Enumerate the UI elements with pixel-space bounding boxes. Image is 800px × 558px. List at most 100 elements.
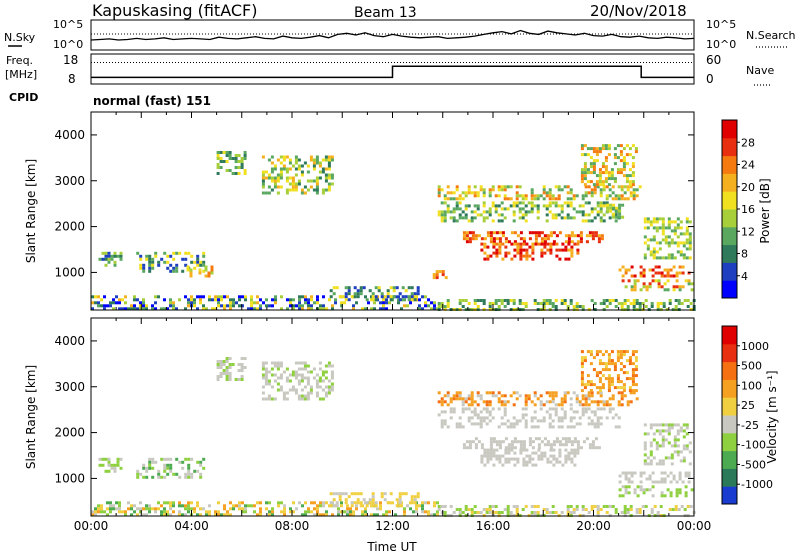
heatmap-cell [610, 350, 614, 354]
heatmap-cell [586, 374, 590, 378]
heatmap-cell [169, 513, 172, 517]
heatmap-cell [540, 454, 544, 458]
heatmap-cell [651, 268, 655, 272]
heatmap-cell [624, 474, 628, 478]
heatmap-cell [465, 231, 469, 235]
heatmap-cell [440, 188, 444, 192]
heatmap-cell [324, 179, 328, 183]
heatmap-cell [631, 353, 635, 357]
heatmap-cell [657, 285, 661, 289]
heatmap-cell [586, 153, 590, 157]
heatmap-cell [473, 185, 477, 189]
heatmap-cell [635, 188, 639, 192]
heatmap-cell [382, 513, 385, 517]
heatmap-cell [619, 350, 623, 354]
heatmap-cell [178, 504, 181, 508]
heatmap-cell [216, 172, 220, 175]
heatmap-cell [540, 248, 544, 252]
heatmap-cell [356, 492, 360, 496]
heatmap-cell [187, 457, 191, 461]
heatmap-cell [288, 388, 292, 392]
heatmap-cell [294, 391, 298, 395]
heatmap-cell [103, 304, 106, 308]
heatmap-cell [234, 160, 238, 163]
heatmap-cell [455, 397, 459, 401]
heatmap-cell [104, 469, 108, 473]
heatmap-cell [636, 279, 640, 283]
heatmap-cell [512, 213, 516, 217]
heatmap-cell [687, 474, 691, 478]
heatmap-cell [607, 359, 611, 363]
heatmap-cell [503, 410, 507, 414]
heatmap-cell [525, 460, 529, 464]
heatmap-cell [626, 188, 630, 192]
heatmap-cell [370, 295, 373, 299]
heatmap-cell [631, 389, 635, 393]
heatmap-cell [300, 170, 304, 174]
heatmap-cell [500, 185, 504, 189]
heatmap-cell [524, 505, 528, 508]
heatmap-cell [485, 410, 489, 414]
heatmap-cell [530, 419, 534, 423]
heatmap-cell [643, 241, 647, 245]
heatmap-cell [237, 172, 241, 175]
heatmap-cell [455, 204, 459, 208]
heatmap-cell [521, 194, 525, 198]
heatmap-cell [268, 501, 271, 505]
heatmap-cell [322, 513, 325, 517]
heatmap-cell [590, 191, 594, 195]
heatmap-cell [629, 194, 633, 198]
heatmap-cell [461, 403, 465, 407]
heatmap-cell [558, 231, 562, 235]
heatmap-cell [548, 416, 552, 420]
heatmap-cell [516, 234, 520, 238]
heatmap-cell [458, 391, 462, 395]
heatmap-cell [271, 513, 274, 517]
heatmap-cell [482, 194, 486, 198]
heatmap-cell [585, 437, 589, 441]
heatmap-cell [325, 510, 328, 514]
heatmap-cell [525, 242, 529, 246]
heatmap-cell [566, 204, 570, 208]
heatmap-cell [651, 480, 655, 484]
heatmap-cell [455, 219, 459, 223]
heatmap-cell [503, 394, 507, 398]
heatmap-cell [563, 394, 567, 398]
heatmap-cell [216, 366, 220, 369]
heatmap-cell [619, 386, 623, 390]
heatmap-cell [228, 378, 232, 381]
heatmap-cell [554, 305, 558, 308]
heatmap-cell [313, 501, 316, 505]
heatmap-cell [477, 234, 481, 238]
heatmap-cell [591, 231, 595, 235]
heatmap-cell [615, 215, 619, 219]
heatmap-cell [267, 158, 271, 162]
heatmap-cell [300, 367, 304, 371]
heatmap-cell [353, 492, 357, 496]
heatmap-cell [267, 397, 271, 401]
heatmap-cell [470, 410, 474, 414]
heatmap-cell [163, 457, 167, 461]
heatmap-cell [581, 197, 585, 201]
heatmap-cell [238, 298, 241, 302]
noise-tick-bottom-right: 10^0 [706, 38, 736, 51]
heatmap-cell [458, 197, 462, 201]
heatmap-cell [253, 504, 256, 508]
heatmap-cell [136, 475, 140, 479]
heatmap-cell [498, 460, 502, 464]
heatmap-cell [687, 282, 691, 286]
heatmap-cell [359, 504, 363, 508]
heatmap-cell [683, 299, 687, 302]
heatmap-cell [468, 240, 472, 244]
heatmap-cell [324, 167, 328, 171]
heatmap-cell [509, 299, 513, 302]
heatmap-cell [327, 161, 331, 165]
heatmap-cell [240, 369, 244, 372]
heatmap-cell [643, 253, 647, 257]
heatmap-cell [250, 298, 253, 302]
heatmap-cell [628, 153, 632, 157]
heatmap-cell [678, 271, 682, 275]
heatmap-cell [163, 469, 167, 473]
heatmap-cell [483, 463, 487, 467]
heatmap-cell [377, 289, 381, 293]
